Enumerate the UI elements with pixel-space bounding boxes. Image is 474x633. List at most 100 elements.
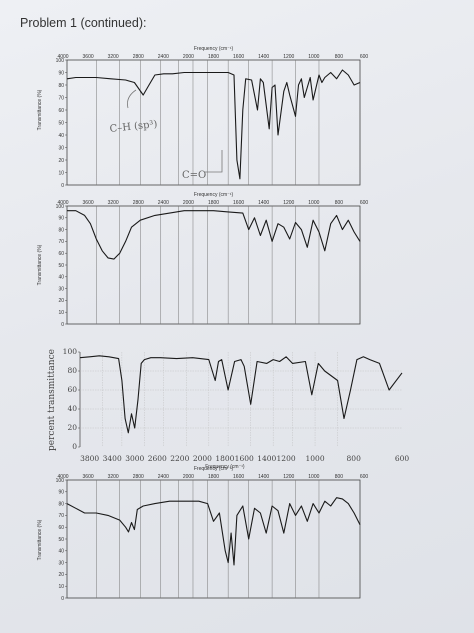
x-tick-label: 2000	[183, 54, 194, 60]
x-tick-label: 1000	[308, 54, 319, 60]
y-tick-label: 90	[58, 216, 64, 222]
y-tick-label: 80	[58, 227, 64, 233]
y-tick-label: 60	[58, 108, 64, 114]
x-tick-label: 2000	[193, 454, 212, 463]
x-tick-label: 3200	[108, 200, 119, 206]
x-tick-label: 2400	[158, 200, 169, 206]
x-tick-label: 3400	[103, 454, 122, 463]
y-tick-label: 60	[67, 385, 77, 394]
y-tick-label: 10	[58, 310, 64, 316]
annotation-bracket	[205, 150, 223, 173]
x-tick-label: 2800	[133, 54, 144, 60]
annotation-arrow	[127, 89, 137, 109]
x-tick-label: 1200	[277, 454, 296, 463]
x-tick-label: 1000	[306, 454, 325, 463]
y-axis-label: Transmittance (%)	[37, 519, 43, 560]
plot-frame	[66, 479, 361, 599]
spectrum-line	[66, 497, 361, 566]
y-tick-label: 100	[63, 347, 78, 356]
x-tick-label: 800	[335, 54, 344, 60]
x-tick-label: 600	[360, 200, 369, 206]
y-tick-label: 80	[58, 501, 64, 507]
y-tick-label: 90	[58, 490, 64, 496]
y-tick-label: 40	[58, 133, 64, 139]
x-tick-label: 4000	[57, 200, 68, 206]
x-axis-label: Frequency (cm⁻¹)	[194, 46, 234, 52]
x-tick-label: 1600	[233, 200, 244, 206]
x-tick-label: 3600	[83, 200, 94, 206]
y-tick-label: 10	[58, 584, 64, 590]
y-tick-label: 50	[58, 537, 64, 543]
y-tick-label: 40	[58, 549, 64, 555]
x-tick-label: 3000	[125, 454, 144, 463]
y-tick-label: 80	[58, 83, 64, 89]
x-tick-label: 1800	[208, 200, 219, 206]
x-tick-label: 2800	[133, 474, 144, 480]
y-tick-label: 100	[56, 58, 65, 64]
y-tick-label: 60	[58, 251, 64, 257]
y-tick-label: 70	[58, 239, 64, 245]
y-tick-label: 70	[58, 95, 64, 101]
x-tick-label: 4000	[57, 54, 68, 60]
y-tick-label: 30	[58, 145, 64, 151]
spectrum-line	[67, 210, 361, 260]
x-tick-label: 1000	[308, 474, 319, 480]
y-tick-label: 30	[58, 286, 64, 292]
y-tick-label: 0	[61, 322, 64, 328]
y-tick-label: 90	[58, 70, 64, 76]
x-tick-label: 1200	[283, 474, 294, 480]
y-tick-label: 80	[67, 366, 77, 375]
y-tick-label: 0	[61, 183, 64, 189]
page-title: Problem 1 (continued):	[20, 16, 147, 30]
x-tick-label: 1200	[283, 54, 294, 60]
x-tick-label: 1600	[235, 454, 254, 463]
x-tick-label: 600	[395, 454, 410, 463]
y-tick-label: 100	[56, 204, 65, 210]
y-tick-label: 20	[58, 158, 64, 164]
y-tick-label: 60	[58, 525, 64, 531]
annotations: C–H (sp³) C=O	[109, 89, 223, 181]
x-tick-label: 1800	[208, 474, 219, 480]
x-tick-label: 600	[360, 54, 369, 60]
x-tick-label: 2000	[183, 474, 194, 480]
y-tick-label: 70	[58, 513, 64, 519]
y-tick-label: 100	[56, 478, 65, 484]
x-tick-label: 800	[335, 200, 344, 206]
x-axis-label: Frequency (cm⁻¹)	[194, 466, 234, 472]
y-tick-label: 40	[67, 404, 77, 413]
x-tick-label: 1800	[208, 54, 219, 60]
y-tick-label: 0	[72, 442, 77, 451]
x-tick-label: 3600	[83, 474, 94, 480]
x-tick-label: 3200	[108, 474, 119, 480]
plot-frame	[66, 205, 361, 325]
x-tick-label: 600	[360, 474, 369, 480]
x-tick-label: 1400	[258, 200, 269, 206]
y-tick-label: 10	[58, 170, 64, 176]
x-tick-label: 3200	[108, 54, 119, 60]
y-axis-label: percent transmittance	[47, 349, 57, 451]
annotation-co: C=O	[182, 170, 206, 181]
x-tick-label: 1800	[215, 454, 234, 463]
y-axis-label: Transmittance (%)	[37, 244, 43, 285]
x-axis-label: Frequency (cm⁻¹)	[205, 464, 245, 470]
x-tick-label: 2600	[148, 454, 167, 463]
x-tick-label: 4000	[57, 474, 68, 480]
x-tick-label: 1400	[257, 454, 276, 463]
x-tick-label: 1400	[258, 54, 269, 60]
x-tick-label: 1000	[308, 200, 319, 206]
x-tick-label: 1600	[233, 54, 244, 60]
y-tick-label: 20	[58, 298, 64, 304]
x-axis-label: Frequency (cm⁻¹)	[194, 192, 234, 198]
spectrum-line	[66, 69, 361, 180]
x-tick-label: 2800	[133, 200, 144, 206]
y-tick-label: 0	[61, 596, 64, 602]
x-tick-label: 3800	[80, 454, 99, 463]
x-tick-label: 800	[347, 454, 362, 463]
spectrum-line	[79, 355, 403, 434]
y-tick-label: 50	[58, 120, 64, 126]
